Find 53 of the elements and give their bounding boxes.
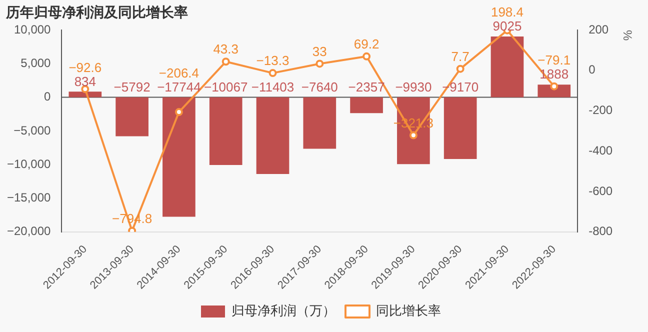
data-label: 834	[74, 74, 96, 89]
point	[222, 58, 230, 66]
y-tick-label: −10,000	[6, 156, 52, 171]
point	[550, 82, 558, 90]
bar	[350, 97, 383, 114]
data-label: −92.6	[68, 60, 102, 75]
data-label: 7.7	[451, 48, 470, 64]
point	[456, 64, 464, 73]
legend-label: 归母净利润（万）	[232, 303, 336, 318]
data-label: −2357	[348, 79, 385, 94]
data-label: 198.4	[490, 4, 524, 20]
y-tick-label: −20,000	[6, 224, 52, 238]
y2-tick-label: -200	[588, 103, 613, 118]
point	[409, 131, 418, 140]
bar	[209, 97, 242, 166]
y-tick-label: 10,000	[14, 22, 52, 36]
bar	[162, 97, 196, 217]
data-label: −11403	[251, 79, 294, 94]
data-label: 69.2	[354, 36, 380, 52]
bar	[490, 36, 524, 98]
data-label: −10067	[204, 79, 248, 94]
y2-tick-label: -600	[588, 184, 613, 198]
y2-tick-label: -800	[588, 224, 613, 238]
data-label: −13.3	[256, 53, 290, 68]
data-label: 43.3	[213, 42, 239, 57]
bar	[68, 92, 102, 98]
bar	[116, 97, 148, 136]
chart-title: 历年归母净利润及同比增长率	[6, 4, 188, 22]
data-label: −9930	[395, 79, 432, 94]
data-label: 33	[312, 44, 327, 59]
point	[362, 52, 371, 60]
bar	[538, 84, 571, 98]
y2-tick-label: 0	[588, 62, 596, 77]
legend-label: 同比增长率	[376, 303, 441, 318]
point	[268, 69, 277, 78]
bar	[444, 97, 477, 159]
data-label: −17744	[157, 79, 201, 94]
y2-tick-label: 200	[588, 22, 609, 36]
data-label: −7640	[301, 79, 338, 94]
data-label: 9025	[492, 18, 522, 34]
y-tick-label: −15,000	[6, 190, 52, 205]
y-tick-label: 0	[44, 90, 52, 104]
y2-tick-label: -400	[588, 143, 613, 158]
y-tick-label: 5,000	[20, 56, 52, 70]
y-tick-label: −5,000	[14, 123, 52, 138]
bar	[303, 97, 336, 149]
bar	[256, 97, 290, 174]
y2-axis-title: %	[620, 30, 634, 41]
data-label: −79.1	[538, 52, 571, 68]
data-label: −206.4	[158, 65, 200, 80]
point	[174, 108, 183, 116]
point	[316, 60, 324, 68]
data-label: −5792	[114, 79, 150, 94]
